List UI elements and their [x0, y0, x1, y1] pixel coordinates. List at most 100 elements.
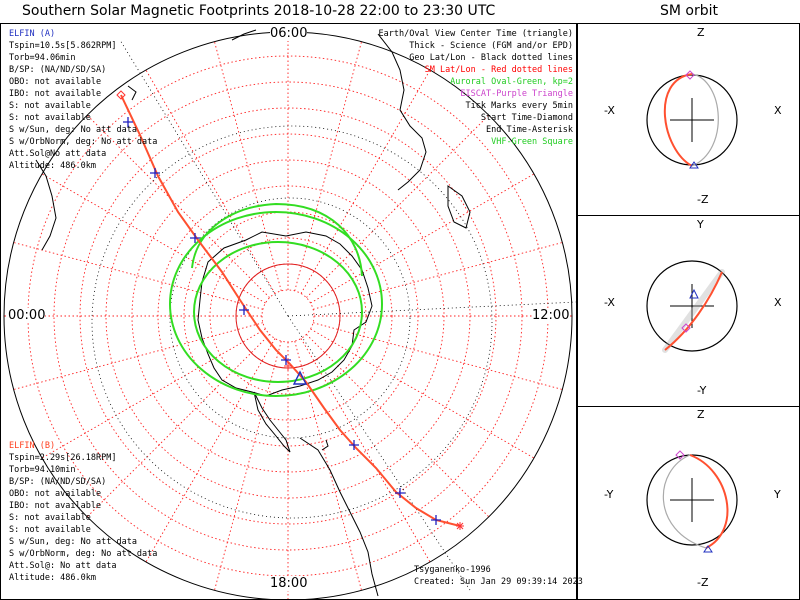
- hour-label-top: 06:00: [270, 26, 308, 41]
- tick-mark: [190, 233, 200, 243]
- elfin-b-detail-line: B/SP: (NA/ND/SD/SA): [9, 477, 107, 487]
- antarctica-coast: [197, 231, 373, 397]
- sm-longitude-grid: [4, 32, 572, 599]
- orbit-center-triangle-1: [689, 161, 699, 169]
- elfin-a-detail-line: Att.Sol@No att data: [9, 149, 107, 159]
- view-center-triangle: [292, 370, 308, 385]
- auroral-oval-arc: [191, 202, 363, 277]
- orbit-start-2: [681, 323, 691, 333]
- legend-item: SM Lat/Lon - Red dotted lines: [424, 65, 573, 75]
- elfin-b-detail-line: OBO: not available: [9, 489, 102, 499]
- island-coast-3: [321, 439, 329, 451]
- sm-spoke: [86, 114, 270, 298]
- hour-label-bottom: 18:00: [270, 576, 308, 591]
- elfin-a-detail-line: OBO: not available: [9, 77, 102, 87]
- elfin-b-detail-line: Att.Sol@: No att data: [9, 561, 117, 571]
- sm-spoke: [310, 328, 535, 459]
- tick-marks: [123, 117, 441, 525]
- elfin-a-name: ELFIN (A): [9, 29, 56, 39]
- africa-tip-coast: [35, 159, 57, 251]
- elfin-a-detail-line: S: not available: [9, 113, 91, 123]
- sm-spoke: [310, 173, 535, 304]
- tick-mark: [349, 440, 359, 450]
- sm-spoke: [86, 334, 270, 518]
- legend-item: Thick - Science (FGM and/or EPD): [409, 41, 573, 51]
- orbit-back-3: [662, 454, 707, 549]
- tick-mark: [431, 515, 441, 525]
- orbit-panel-xz: [646, 70, 738, 169]
- elfin-a-detail-line: S w/OrbNorm, deg: No att data: [9, 137, 158, 147]
- orbit-track-3: [689, 454, 729, 549]
- orbit-track-1: [663, 73, 693, 167]
- orbit-start-1: [685, 70, 695, 80]
- orbit2-left-label: -X: [604, 296, 615, 309]
- tick-mark: [150, 168, 160, 178]
- island-coast-2: [127, 85, 137, 101]
- orbit1-right-label: X: [774, 104, 782, 117]
- orbit1-bottom-label: -Z: [697, 193, 709, 206]
- orbit-title: SM orbit: [660, 3, 719, 19]
- legend-item: VHF-Green Square: [491, 137, 573, 147]
- orbit3-top-label: Z: [697, 408, 705, 421]
- elfin-b-detail-line: S: not available: [9, 525, 91, 535]
- orbit-back-2: [662, 269, 725, 353]
- elfin-b-detail-line: S w/OrbNorm, deg: No att data: [9, 549, 158, 559]
- elfin-a-panel: ELFIN (A) Tspin=10.5s[5.862RPM] Torb=94.0…: [9, 28, 157, 172]
- sm-spoke: [145, 338, 276, 563]
- sm-spoke: [300, 338, 431, 563]
- footprint-track: [120, 94, 461, 527]
- pole-marker: [284, 362, 292, 370]
- australia-coast: [377, 33, 427, 191]
- orbit-center-triangle-3: [703, 545, 713, 553]
- south-america-coast: [299, 437, 379, 597]
- sm-spoke: [300, 69, 431, 294]
- orbit3-right-label: Y: [774, 488, 781, 501]
- elfin-b-panel: ELFIN (B) Tspin=2.29s[26.18RPM] Torb=94.1…: [9, 440, 157, 584]
- orbit2-bottom-label: -Y: [697, 384, 707, 397]
- coastlines: [35, 29, 471, 597]
- sm-spoke: [312, 322, 563, 390]
- tick-mark: [123, 117, 133, 127]
- orbit-panel-yz: [646, 450, 738, 553]
- elfin-b-detail-line: Altitude: 486.0km: [9, 573, 96, 583]
- figure-title: Southern Solar Magnetic Footprints 2018-…: [22, 3, 496, 19]
- elfin-a-detail-line: Tspin=10.5s[5.862RPM]: [9, 41, 117, 51]
- elfin-b-detail-line: Torb=94.10min: [9, 465, 76, 475]
- elfin-b-detail-line: Tspin=2.29s[26.18RPM]: [9, 453, 117, 463]
- sm-spoke: [214, 41, 282, 292]
- geo-grid: [91, 39, 576, 591]
- auroral-ovals: [169, 202, 383, 397]
- sm-spoke: [13, 242, 264, 310]
- hour-label-right: 12:00: [532, 308, 570, 323]
- legend-item: End Time-Asterisk: [486, 125, 573, 135]
- orbit-start-3: [675, 450, 685, 460]
- sm-spoke: [312, 242, 563, 310]
- hour-label-left: 00:00: [8, 308, 46, 323]
- auroral-oval-inner: [193, 241, 363, 383]
- sm-spoke: [214, 340, 282, 591]
- elfin-a-detail-line: IBO: not available: [9, 89, 102, 99]
- elfin-b-details: Tspin=2.29s[26.18RPM] Torb=94.10min B/SP: …: [9, 452, 157, 584]
- elfin-b-detail-line: S w/Sun, deg: No att data: [9, 537, 137, 547]
- antarctic-peninsula: [253, 391, 291, 453]
- sm-spoke: [41, 328, 266, 459]
- legend-item: EISCAT-Purple Triangle: [460, 89, 573, 99]
- created-timestamp: Created: Sun Jan 29 09:39:14 2023: [414, 577, 583, 587]
- sm-spoke: [294, 340, 362, 591]
- orbit3-left-label: -Y: [604, 488, 614, 501]
- sm-spoke: [13, 322, 264, 390]
- elfin-a-detail-line: Altitude: 486.0km: [9, 161, 96, 171]
- legend-item: Auroral Oval-Green, kp=2: [450, 77, 573, 87]
- sm-spoke: [306, 114, 490, 298]
- tick-mark: [239, 305, 249, 315]
- island-coast-1: [231, 29, 257, 41]
- model-name: Tsyganenko-1996: [414, 565, 491, 575]
- new-zealand-coast: [447, 185, 471, 229]
- tick-mark: [395, 488, 405, 498]
- sm-spoke: [145, 69, 276, 294]
- elfin-b-detail-line: S: not available: [9, 513, 91, 523]
- orbit2-right-label: X: [774, 296, 782, 309]
- orbit-panel-xy: [646, 260, 738, 353]
- start-diamond: [116, 90, 126, 100]
- elfin-a-detail-line: S w/Sun, deg: No att data: [9, 125, 137, 135]
